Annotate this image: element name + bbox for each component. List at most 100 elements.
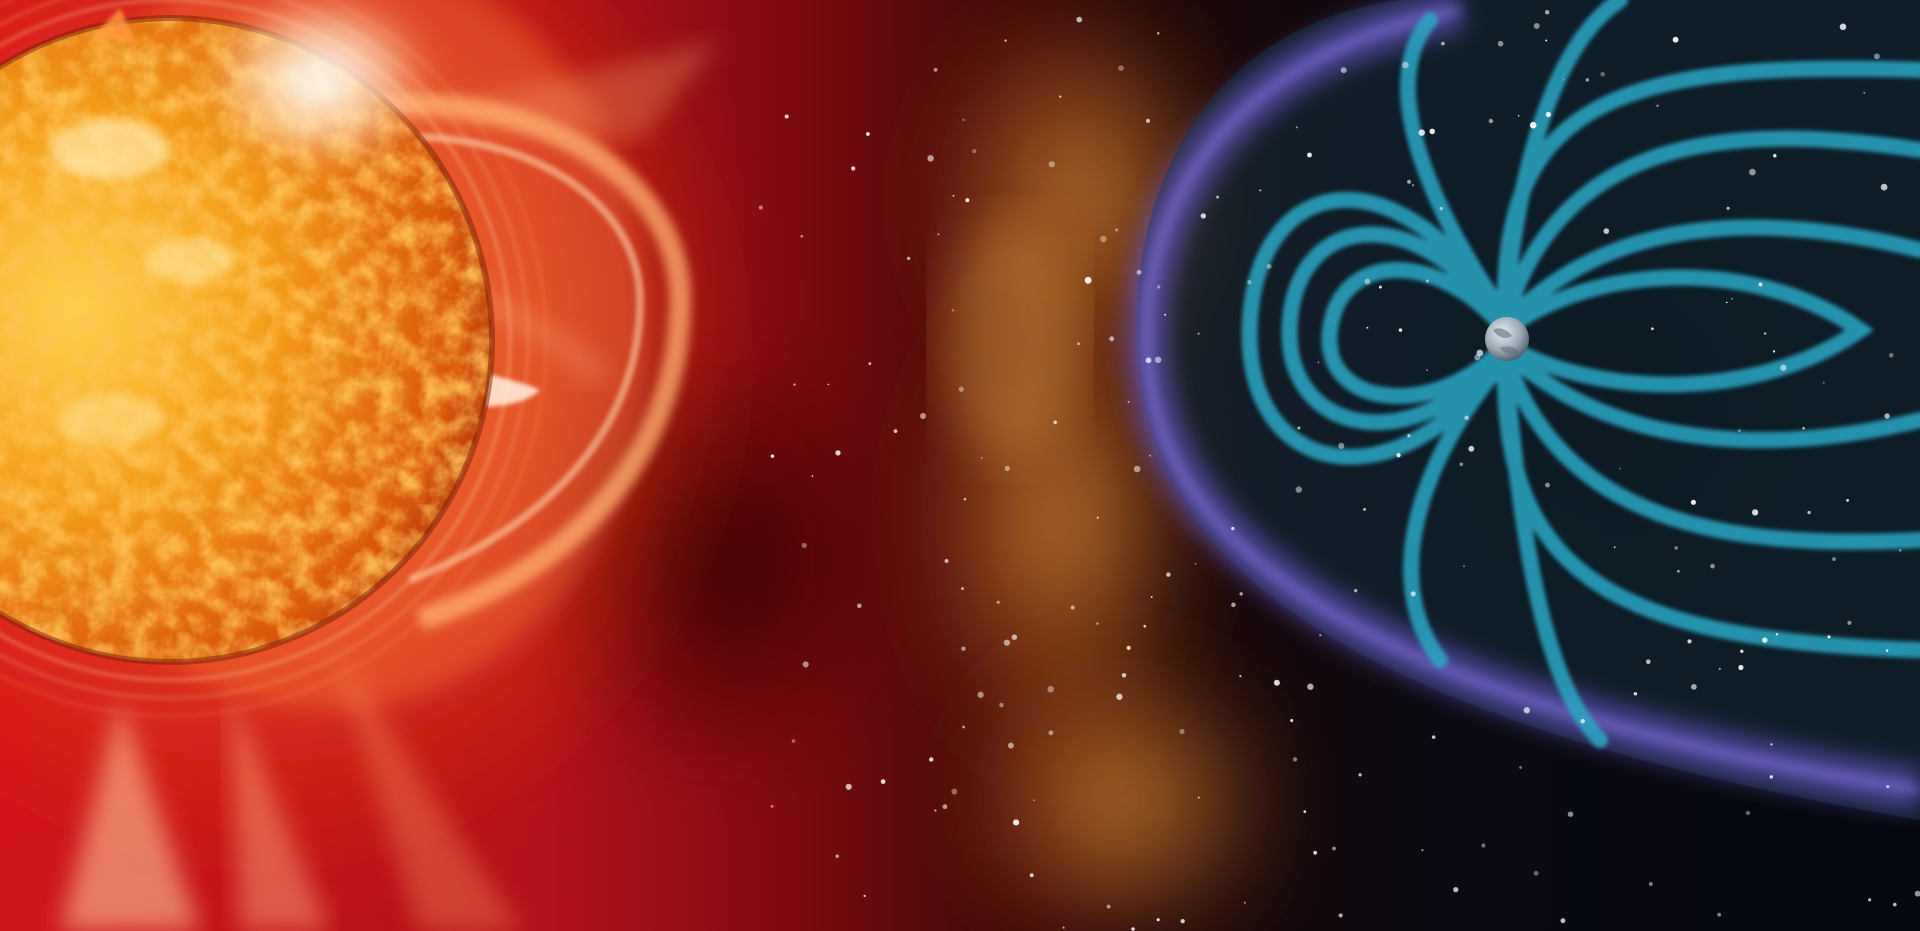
star [1378, 285, 1382, 289]
star [1807, 510, 1811, 515]
star [1725, 301, 1728, 304]
starfield [758, 10, 1920, 931]
star [1421, 849, 1424, 852]
star [1109, 336, 1115, 342]
star [1533, 870, 1539, 876]
star [965, 198, 970, 203]
star [980, 456, 983, 459]
star [1884, 413, 1890, 419]
star [1710, 563, 1715, 569]
star [1084, 276, 1092, 284]
star [1412, 184, 1414, 186]
star [1062, 926, 1065, 929]
star [1523, 707, 1530, 714]
star [977, 691, 984, 698]
star [1401, 61, 1409, 69]
magnetosphere [1126, 0, 1920, 820]
star [1338, 442, 1345, 449]
star [811, 475, 814, 477]
star [1179, 728, 1185, 735]
star [868, 362, 872, 365]
star [1116, 693, 1123, 700]
star [944, 558, 949, 563]
star [1885, 649, 1889, 652]
star [1780, 364, 1787, 371]
star [1266, 263, 1272, 270]
star [835, 854, 839, 858]
star [952, 194, 955, 197]
star [1770, 743, 1773, 746]
star [1317, 361, 1320, 364]
star [1717, 912, 1722, 917]
star [1468, 445, 1475, 452]
star [801, 542, 807, 549]
star [1441, 41, 1445, 46]
star [1603, 228, 1610, 234]
star [1118, 65, 1124, 71]
earth-icon [1485, 317, 1529, 361]
star [1488, 118, 1494, 124]
star [784, 114, 789, 119]
star [1164, 313, 1167, 316]
star [1677, 569, 1680, 573]
solar-flare [200, 0, 440, 175]
star [1059, 95, 1062, 98]
star [1730, 297, 1733, 300]
star [920, 413, 926, 419]
star [770, 454, 775, 458]
star [1453, 886, 1459, 893]
star [1145, 118, 1151, 123]
star [1758, 282, 1763, 287]
star [866, 132, 870, 136]
star [1077, 342, 1080, 346]
star [1292, 757, 1298, 762]
star [1004, 39, 1007, 42]
star [1239, 592, 1243, 596]
star [1259, 189, 1262, 192]
star [1775, 633, 1779, 636]
star [893, 429, 898, 433]
star [1839, 23, 1847, 31]
star [802, 661, 809, 668]
star [1007, 742, 1014, 749]
star [1425, 279, 1429, 283]
star [1773, 153, 1777, 158]
star [1048, 161, 1055, 168]
star [851, 166, 856, 171]
star [1358, 773, 1362, 777]
star [1396, 453, 1401, 458]
star [1133, 465, 1141, 473]
star [1197, 332, 1200, 335]
star [1888, 353, 1894, 358]
star [1802, 427, 1805, 430]
star [1633, 692, 1638, 696]
star [1200, 213, 1206, 219]
star [800, 234, 804, 238]
star [1011, 634, 1018, 640]
star [963, 497, 967, 501]
star [1772, 350, 1776, 353]
star [1517, 114, 1520, 117]
star [1544, 10, 1550, 15]
star [1243, 901, 1246, 904]
star [793, 383, 796, 386]
star [1740, 649, 1744, 653]
star [1053, 420, 1058, 425]
star [1076, 16, 1083, 23]
star [1431, 735, 1436, 739]
star [1366, 326, 1369, 329]
star [1691, 684, 1697, 690]
star [1136, 269, 1142, 275]
star [1476, 349, 1484, 357]
star [1070, 605, 1075, 610]
star [1585, 78, 1590, 82]
star [1166, 572, 1171, 577]
star [1533, 22, 1540, 29]
star [1474, 354, 1481, 361]
star [1827, 635, 1831, 639]
star [999, 702, 1004, 708]
star [770, 804, 774, 808]
star [951, 788, 958, 795]
star [1893, 902, 1897, 907]
